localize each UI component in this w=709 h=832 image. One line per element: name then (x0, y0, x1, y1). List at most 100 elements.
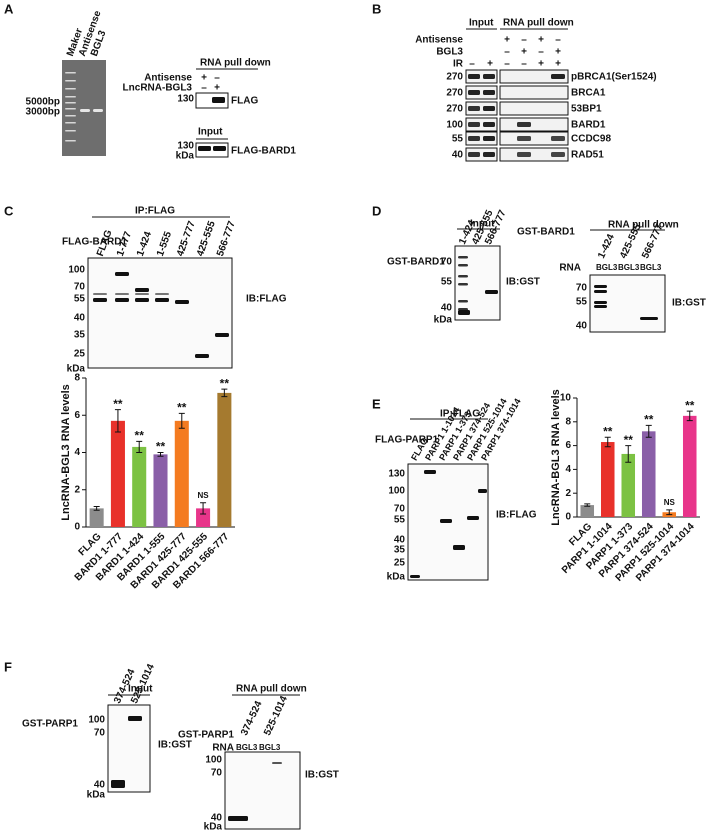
band (93, 109, 103, 112)
band (65, 72, 76, 74)
mw-label: 25 (74, 349, 86, 360)
mw-label: 55 (452, 134, 464, 145)
band (458, 308, 468, 311)
sign: – (214, 73, 220, 84)
mw-label: 70 (576, 283, 588, 294)
mw-label: 25 (394, 558, 406, 569)
band (65, 88, 76, 90)
mw-label: 40 (394, 535, 406, 546)
marker-label: 5000bp (26, 97, 60, 108)
band (65, 96, 76, 98)
error-bar (157, 452, 164, 457)
mw-label: 70 (441, 257, 453, 268)
lane-label: 1-777 (115, 230, 134, 258)
section-title: Input (469, 18, 494, 29)
band (483, 122, 495, 127)
band (195, 354, 209, 358)
mw-label: 55 (394, 515, 406, 526)
mw-label: 100 (68, 265, 85, 276)
band (424, 470, 436, 474)
band (198, 146, 211, 151)
significance: ** (685, 398, 695, 412)
mw-label: 70 (74, 282, 86, 293)
sign: + (214, 83, 220, 94)
band (458, 256, 468, 259)
sign: – (538, 47, 544, 58)
row-label: FLAG-PARP1 (375, 435, 439, 446)
band (65, 130, 76, 132)
band (111, 780, 125, 788)
band (93, 293, 107, 295)
ib-label: IB:FLAG (246, 294, 287, 305)
band (213, 146, 226, 151)
sign: – (201, 83, 207, 94)
row-label: BGL3 (436, 47, 463, 58)
y-tick-label: 2 (74, 484, 80, 495)
mw-label: 270 (446, 72, 463, 83)
significance: NS (664, 498, 676, 507)
band (594, 285, 607, 288)
row-label: FLAG-BARD1 (62, 237, 127, 248)
bar (132, 446, 147, 527)
bar (682, 415, 697, 517)
band (468, 122, 480, 127)
band (115, 272, 129, 276)
error-bar (114, 409, 121, 433)
row-label: GST-PARP1 (22, 719, 78, 730)
lane-label: BGL3 (236, 743, 258, 752)
panel-label: D (372, 203, 381, 218)
band (135, 288, 149, 292)
ib-label: IB:GST (506, 277, 540, 288)
row-label: GST-BARD1 (517, 227, 575, 238)
bar (89, 508, 104, 527)
band (468, 106, 480, 111)
mw-label: 70 (211, 768, 223, 779)
sign: + (504, 35, 510, 46)
mw-label: 70 (94, 728, 106, 739)
row-label: Antisense (415, 35, 463, 46)
mw-label: 35 (74, 330, 86, 341)
band (272, 762, 282, 764)
band (115, 298, 129, 302)
band (468, 152, 480, 157)
bar (621, 453, 636, 517)
significance: ** (644, 413, 654, 427)
significance: ** (113, 397, 123, 411)
band (135, 293, 149, 295)
sign: + (538, 35, 544, 46)
y-tick-label: 2 (565, 488, 571, 499)
band (485, 290, 498, 294)
sign: – (521, 35, 527, 46)
band (551, 136, 565, 141)
section-title: Input (470, 219, 495, 230)
blot (499, 131, 569, 146)
ib-label: FLAG-BARD1 (231, 146, 296, 157)
band (175, 300, 189, 304)
error-bar (221, 388, 228, 398)
sign: – (504, 47, 510, 58)
band (65, 108, 76, 110)
mw-label: 55 (441, 277, 453, 288)
error-bar (625, 445, 632, 463)
mw-label: 100 (205, 755, 222, 766)
blot (87, 257, 233, 369)
band (483, 136, 495, 141)
sign: + (555, 47, 561, 58)
band (212, 97, 225, 103)
error-bar (178, 412, 185, 429)
mw-label: 270 (446, 104, 463, 115)
section-title: IP:FLAG (440, 409, 480, 420)
kda-label: kDa (387, 572, 406, 583)
mw-label: 40 (74, 313, 86, 324)
band (483, 90, 495, 95)
band (65, 122, 76, 124)
bar (174, 420, 189, 527)
band (483, 152, 495, 157)
error-bar (686, 410, 693, 422)
sign: + (555, 59, 561, 70)
band (517, 136, 531, 141)
mw-label: 35 (394, 545, 406, 556)
lane-label: BGL3 (640, 263, 662, 272)
blot (499, 69, 569, 84)
